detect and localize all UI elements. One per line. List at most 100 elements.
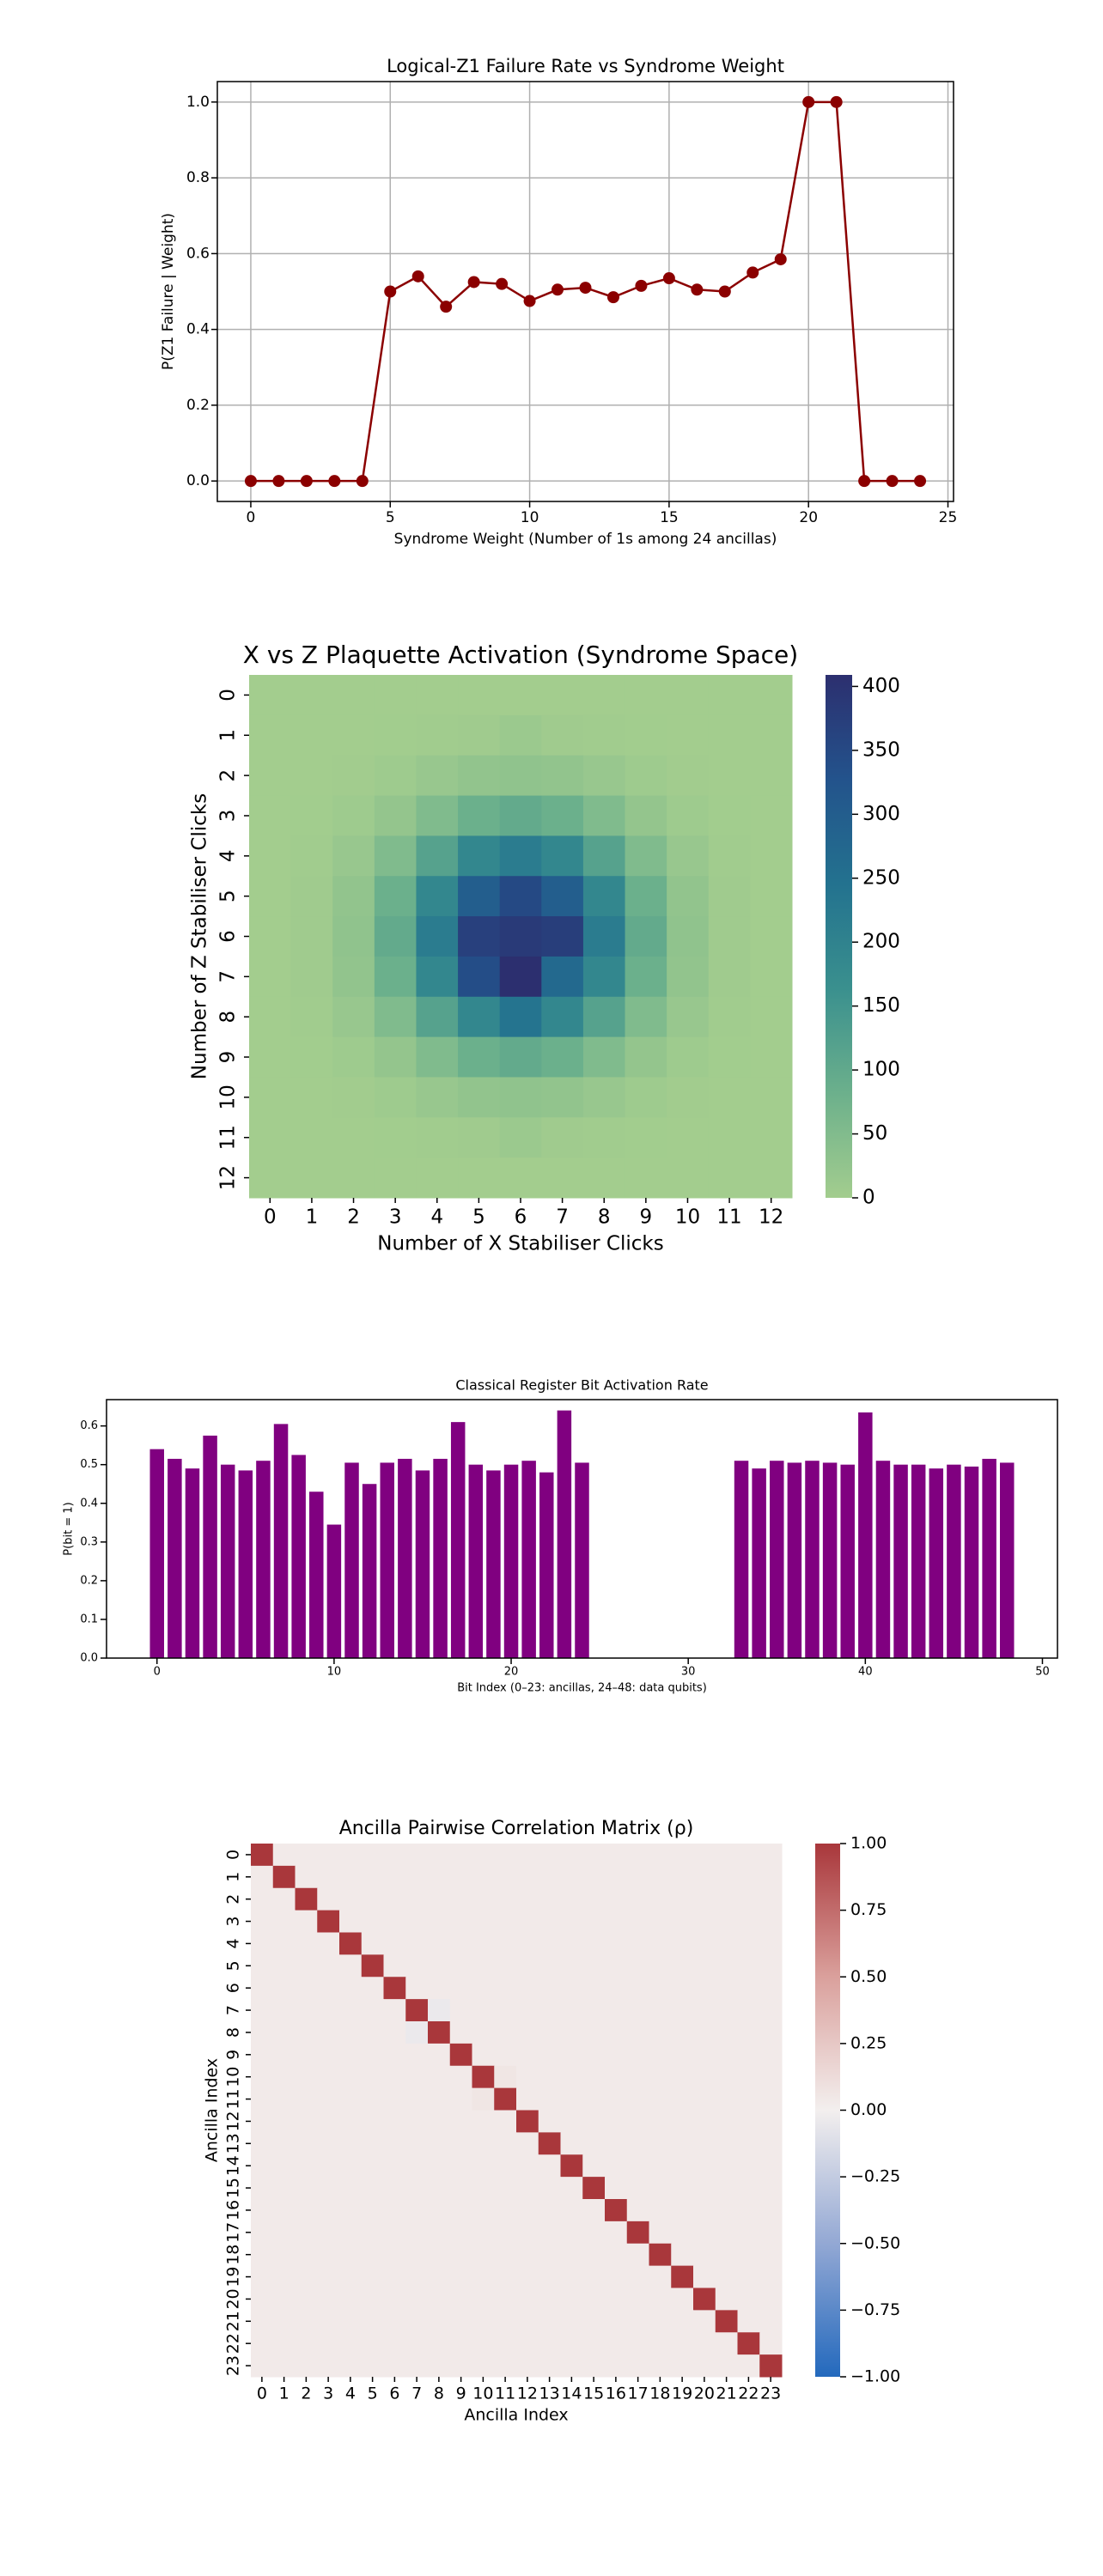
heatmap-cell (251, 2199, 274, 2222)
heatmap-cell (667, 755, 710, 797)
heatmap-cell (317, 2154, 340, 2178)
heatmap-cell (737, 1977, 760, 2000)
heatmap-cell (295, 2065, 318, 2089)
y-tick-label: 5 (217, 890, 240, 902)
heatmap-cell (472, 1844, 495, 1867)
heatmap-cell (582, 2154, 606, 2178)
heatmap-cell (708, 1117, 751, 1158)
heatmap-cell (361, 2110, 384, 2133)
heatmap-cell (251, 2243, 274, 2267)
heatmap-cell (428, 1865, 451, 1889)
heatmap-cell (361, 1865, 384, 1889)
heatmap-cell (251, 2065, 274, 2089)
heatmap-cell (649, 1977, 672, 2000)
heatmap-cell (295, 2132, 318, 2155)
heatmap-cell (541, 876, 584, 917)
bar (344, 1462, 359, 1658)
heatmap-cell (494, 2332, 517, 2355)
y-tick-label: 3 (224, 1917, 243, 1927)
point (691, 283, 704, 296)
heatmap-cell (693, 2332, 716, 2355)
bar (947, 1464, 961, 1658)
heatmap-cell (693, 2021, 716, 2044)
heatmap-cell (449, 2310, 472, 2333)
heatmap-cell (472, 1954, 495, 1978)
heatmap-cell (317, 2287, 340, 2311)
heatmap-cell (693, 2310, 716, 2333)
heatmap-cell (251, 2154, 274, 2178)
heatmap-cell (649, 2132, 672, 2155)
heatmap-cell (516, 2021, 539, 2044)
heatmap-cell (649, 2354, 672, 2378)
heatmap-cell (626, 2287, 649, 2311)
heatmap-cell (671, 2087, 694, 2111)
heatmap-cell (541, 795, 584, 836)
heatmap-cell (361, 1844, 384, 1867)
heatmap-cell (560, 2265, 583, 2288)
heatmap-cell (715, 1910, 738, 1933)
heatmap-cell (405, 1932, 429, 1955)
heatmap-cell (538, 1999, 561, 2022)
heatmap-cell (249, 1077, 292, 1118)
heatmap-cell (626, 2177, 649, 2200)
bar (256, 1461, 271, 1658)
heatmap-cell (499, 1036, 542, 1078)
heatmap-cell (383, 1954, 406, 1978)
heatmap-cell (560, 2287, 583, 2311)
heatmap-cell (499, 1077, 542, 1118)
heatmap-cell (626, 1932, 649, 1955)
heatmap-cell (339, 2243, 363, 2267)
heatmap-cell (374, 835, 417, 877)
heatmap-cell (625, 956, 667, 998)
heatmap-cell (251, 1844, 274, 1867)
heatmap-cell (249, 714, 292, 756)
heatmap-cell (332, 956, 375, 998)
heatmap-cell (499, 876, 542, 917)
heatmap-cell (582, 2332, 606, 2355)
heatmap-cell (582, 755, 626, 797)
heatmap-cell (625, 1036, 667, 1078)
heatmap-cell (290, 675, 333, 716)
bar (787, 1462, 802, 1658)
heatmap-cell (295, 2287, 318, 2311)
heatmap-cell (383, 1999, 406, 2022)
heatmap-cell (667, 916, 710, 957)
x-tick-label: 6 (389, 2385, 399, 2403)
heatmap-cell (405, 2332, 429, 2355)
heatmap-cell (317, 2310, 340, 2333)
heatmap-cell (383, 1887, 406, 1911)
heatmap-cell (272, 2021, 296, 2044)
heatmap-cell (383, 2354, 406, 2378)
bar (893, 1464, 908, 1658)
heatmap-cell (361, 2021, 384, 2044)
heatmap-cell (272, 2087, 296, 2111)
heatmap-cell (625, 1117, 667, 1158)
heatmap-cell (290, 1036, 333, 1078)
point (886, 475, 899, 488)
heatmap-cell (383, 2065, 406, 2089)
y-tick-label: 7 (217, 970, 240, 983)
heatmap-cell (416, 1117, 459, 1158)
heatmap-cell (290, 714, 333, 756)
heatmap-cell (458, 1077, 501, 1118)
heatmap-cell (582, 2265, 606, 2288)
heatmap-cell (405, 2221, 429, 2245)
heatmap-cell (494, 1954, 517, 1978)
heatmap-cell (582, 956, 626, 998)
colorbar-tick-label: 0.75 (850, 1900, 887, 1919)
x-tick-label: 8 (598, 1206, 611, 1229)
heatmap-cell (428, 2154, 451, 2178)
bar (805, 1461, 820, 1658)
heatmap-cell (272, 1844, 296, 1867)
bar (415, 1470, 430, 1658)
heatmap-cell (737, 2265, 760, 2288)
heatmap-cell (626, 1954, 649, 1978)
y-tick-label: 17 (224, 2222, 243, 2243)
heatmap-cell (737, 1999, 760, 2022)
point (830, 95, 843, 108)
heatmap-cell (332, 916, 375, 957)
heatmap-cell (671, 2154, 694, 2178)
heatmap-cell (428, 2243, 451, 2267)
heatmap-cell (272, 1865, 296, 1889)
